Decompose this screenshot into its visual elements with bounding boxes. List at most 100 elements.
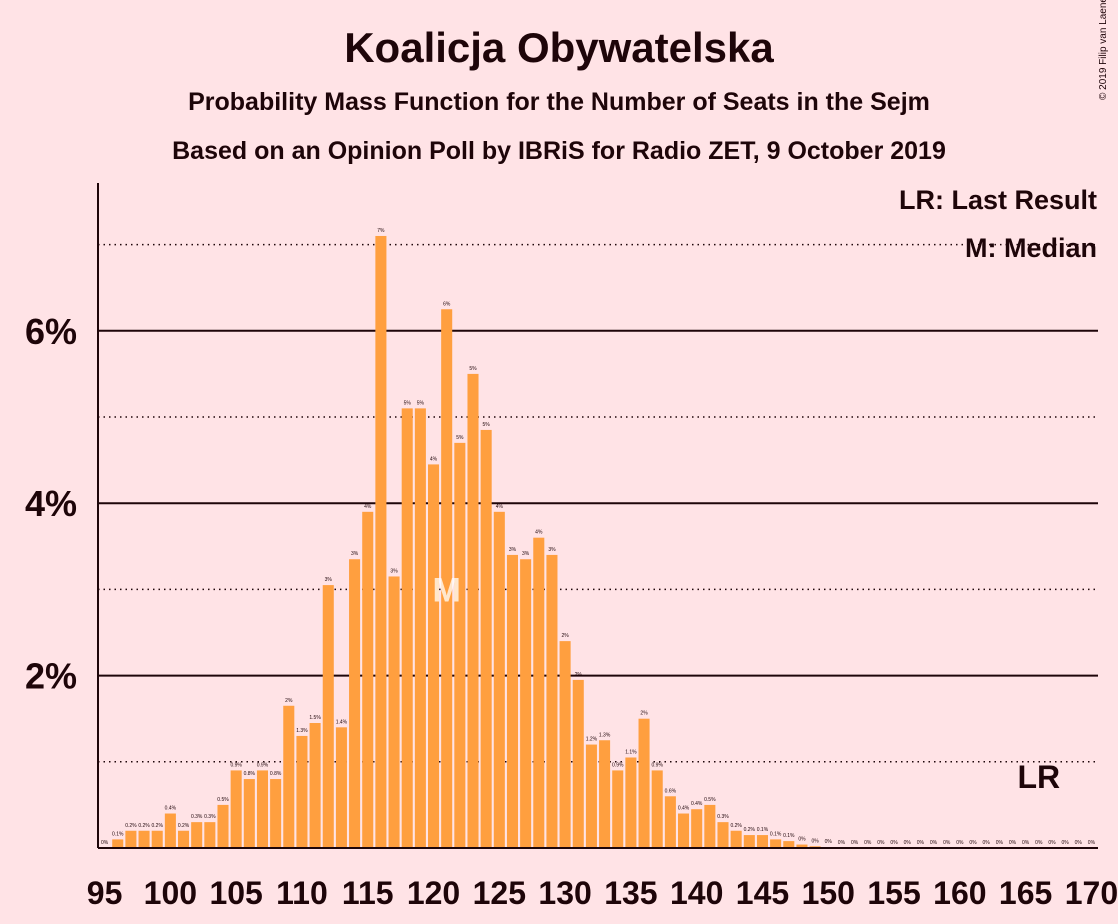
bar-value-label: 5%: [456, 435, 464, 441]
bar-seat-108: [270, 779, 282, 848]
bar-value-label: 0.5%: [704, 797, 716, 803]
bar-value-label: 0.1%: [770, 831, 782, 837]
bar-value-label: 0%: [930, 840, 938, 846]
bar-seat-148: [796, 844, 808, 848]
bar-value-label: 3%: [325, 577, 333, 583]
bar-seat-147: [783, 841, 795, 848]
bar-seat-101: [178, 830, 190, 848]
bar-value-label: 0.8%: [270, 771, 282, 777]
y-tick-label: 2%: [25, 656, 77, 697]
bar-seat-114: [349, 559, 361, 848]
bar-seat-129: [546, 554, 558, 848]
bar-value-label: 1.1%: [625, 749, 637, 755]
chart-subtitle-source: Based on an Opinion Poll by IBRiS for Ra…: [172, 137, 946, 165]
bar-seat-143: [730, 830, 742, 848]
x-tick-label: 145: [736, 875, 789, 911]
bar-value-label: 0%: [996, 840, 1004, 846]
bar-value-label: 2%: [575, 672, 583, 678]
bar-value-label: 3%: [351, 551, 359, 557]
bar-value-label: 0%: [1075, 840, 1083, 846]
bar-value-label: 0%: [798, 837, 806, 843]
bar-seat-98: [138, 830, 150, 848]
bar-seat-134: [612, 770, 624, 848]
bar-value-label: 7%: [377, 228, 385, 234]
bar-seat-110: [296, 735, 308, 848]
bar-seat-120: [428, 464, 440, 848]
bar-value-label: 0%: [969, 840, 977, 846]
bar-value-label: 0.4%: [165, 806, 177, 812]
bar-value-label: 3%: [548, 547, 556, 553]
bar-seat-112: [322, 585, 334, 848]
bar-value-label: 2%: [285, 698, 293, 704]
x-tick-label: 120: [407, 875, 460, 911]
bar-value-label: 0%: [811, 838, 819, 844]
bar-value-label: 0%: [851, 840, 859, 846]
bar-value-label: 0.9%: [257, 762, 269, 768]
x-tick-label: 170: [1065, 875, 1118, 911]
bar-value-label: 0%: [838, 840, 846, 846]
x-tick-label: 165: [999, 875, 1052, 911]
bar-seat-104: [217, 804, 229, 848]
bar-seat-113: [335, 727, 347, 848]
bar-seat-128: [533, 537, 545, 848]
gridlines: [98, 243, 1098, 763]
bar-seat-145: [756, 835, 768, 848]
x-tick-label: 155: [867, 875, 920, 911]
x-tick-label: 130: [538, 875, 591, 911]
y-tick-label: 6%: [25, 311, 77, 352]
chart-title: Koalicja Obywatelska: [344, 24, 774, 71]
bar-seat-99: [151, 830, 163, 848]
legend-median: M: Median: [965, 233, 1097, 263]
bar-value-label: 0%: [1035, 840, 1043, 846]
bar-value-label: 0.1%: [112, 831, 124, 837]
bar-seat-136: [638, 718, 650, 848]
bar-seat-126: [506, 554, 518, 848]
bar-value-label: 0.4%: [691, 801, 703, 807]
legend-last-result: LR: Last Result: [899, 185, 1097, 215]
bar-seat-142: [717, 822, 729, 848]
bar-value-labels: 0%0.1%0.2% 0.2% 0.2%0.4%0.2%0.3% 0.3%0.5%0.…: [101, 228, 1096, 846]
bar-seat-109: [283, 705, 295, 848]
bar-value-label: 0.8%: [244, 771, 256, 777]
bar-seat-132: [585, 744, 597, 848]
bar-seat-133: [599, 740, 611, 848]
bar-value-label: 0.2%: [178, 823, 190, 829]
bar-value-label: 0%: [877, 840, 885, 846]
x-tick-label: 110: [276, 875, 328, 911]
bar-value-label: 0%: [1048, 840, 1056, 846]
bar-seat-137: [651, 770, 663, 848]
x-tick-label: 150: [802, 875, 855, 911]
bars: [112, 235, 834, 849]
bar-seat-135: [625, 757, 637, 848]
bar-value-label: 0%: [1061, 840, 1069, 846]
bar-value-label: 2%: [561, 633, 569, 639]
x-tick-label: 115: [342, 875, 394, 911]
bar-value-label: 5%: [483, 422, 491, 428]
bar-seat-125: [493, 511, 505, 848]
bar-value-label: 3%: [390, 568, 398, 574]
bar-value-label: 0.2%: [744, 827, 756, 833]
bar-seat-102: [191, 822, 203, 848]
bar-value-label: 5%: [417, 400, 425, 406]
bar-value-label: 0%: [943, 840, 951, 846]
bar-seat-131: [572, 679, 584, 848]
bar-seat-146: [770, 839, 782, 848]
bar-value-label: 0.3%: [717, 814, 729, 820]
bar-seat-123: [467, 373, 479, 848]
x-tick-label: 95: [87, 875, 123, 911]
x-tick-label: 160: [933, 875, 986, 911]
bar-seat-130: [559, 641, 571, 848]
bar-value-label: 3%: [522, 551, 530, 557]
bar-value-label: 0.5%: [217, 797, 229, 803]
bar-value-label: 1.4%: [336, 719, 348, 725]
x-tick-label: 140: [670, 875, 723, 911]
last-result-marker: LR: [1017, 759, 1060, 795]
chart-subtitle: Probability Mass Function for the Number…: [188, 88, 930, 116]
bar-value-label: 0.4%: [678, 806, 690, 812]
bar-value-label: 0.2%: [730, 823, 742, 829]
bar-seat-105: [230, 770, 242, 848]
bar-seat-138: [664, 796, 676, 848]
bar-seat-141: [704, 804, 716, 848]
bar-value-label: 0.1%: [757, 827, 769, 833]
bar-value-label: 0%: [890, 840, 898, 846]
